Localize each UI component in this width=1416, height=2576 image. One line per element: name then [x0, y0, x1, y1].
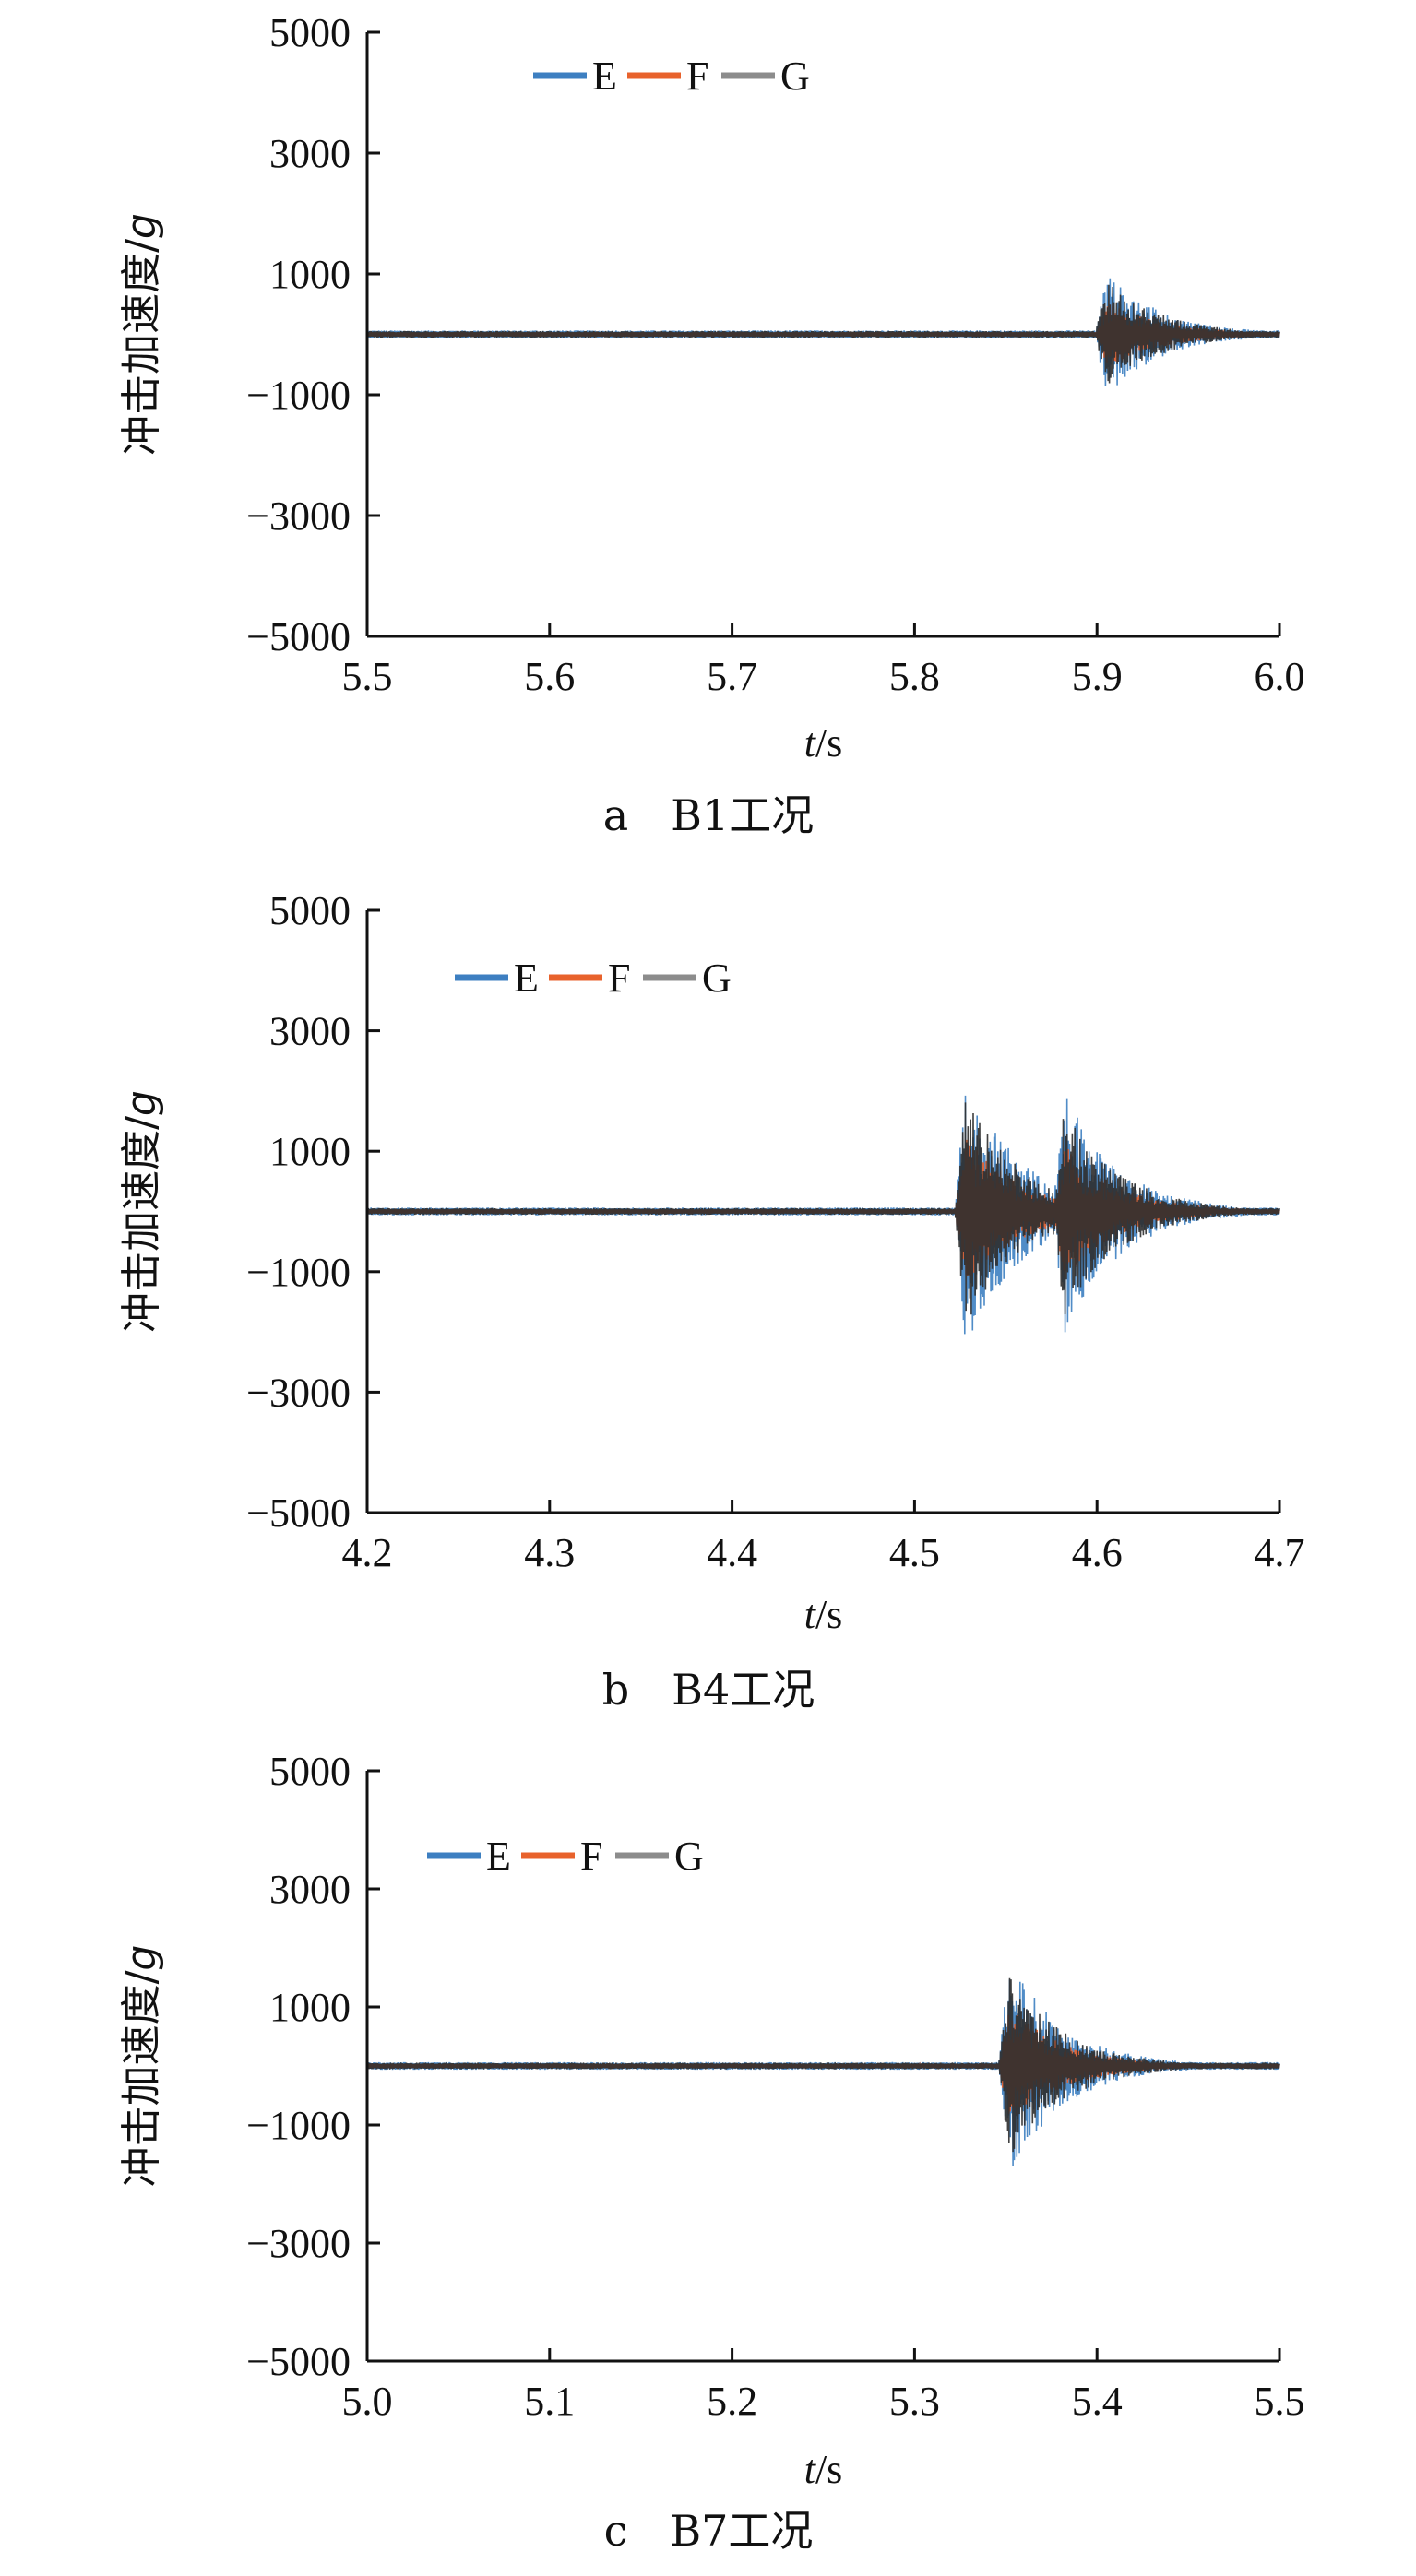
x-tick-label: 5.0: [342, 2379, 393, 2424]
y-tick-label: 5000: [269, 10, 351, 55]
y-tick-label: −1000: [246, 1250, 351, 1295]
y-tick-label: −3000: [246, 1370, 351, 1415]
y-tick-label: −3000: [246, 2221, 351, 2266]
x-tick-label: 4.7: [1255, 1530, 1305, 1575]
legend-label-E: E: [592, 53, 617, 99]
legend: E F G: [533, 53, 810, 99]
x-tick-label: 5.8: [889, 654, 940, 699]
x-tick-label: 4.5: [889, 1530, 940, 1575]
x-tick-label: 5.2: [707, 2379, 757, 2424]
panel-caption: a B1工况: [603, 790, 815, 840]
y-axis-title: 冲击加速度/g: [118, 213, 165, 456]
x-tick-label: 5.5: [1255, 2379, 1305, 2424]
y-tick-label: 5000: [269, 888, 351, 933]
series-line-G: [366, 1102, 1280, 1315]
x-tick-label: 5.1: [524, 2379, 575, 2424]
y-tick-label: −1000: [246, 373, 351, 418]
legend-label-G: G: [702, 956, 732, 1001]
x-tick-label: 5.4: [1072, 2379, 1123, 2424]
legend-label-E: E: [514, 956, 539, 1001]
x-tick-label: 4.3: [524, 1530, 575, 1575]
panel-caption: b B4工况: [602, 1665, 815, 1715]
y-tick-label: −5000: [246, 1490, 351, 1536]
legend-label-F: F: [580, 1834, 602, 1879]
panel-caption: c B7工况: [604, 2506, 814, 2556]
y-axis-title: 冲击加速度/g: [118, 1090, 165, 1333]
x-tick-label: 5.7: [707, 654, 757, 699]
series-line-G: [366, 284, 1280, 384]
x-tick-label: 4.6: [1072, 1530, 1123, 1575]
x-tick-label: 5.3: [889, 2379, 940, 2424]
legend-label-F: F: [608, 956, 630, 1001]
x-axis-title: t/s: [804, 2447, 843, 2492]
legend-label-G: G: [780, 53, 810, 99]
y-axis-title: 冲击加速度/g: [118, 1945, 165, 2188]
y-tick-label: −3000: [246, 493, 351, 539]
series-line-G: [366, 1977, 1280, 2153]
legend-label-G: G: [674, 1834, 704, 1879]
y-tick-label: −1000: [246, 2103, 351, 2148]
y-tick-label: 1000: [269, 1129, 351, 1174]
x-tick-label: 5.6: [524, 654, 575, 699]
y-tick-label: 5000: [269, 1749, 351, 1794]
y-tick-label: 3000: [269, 131, 351, 176]
x-tick-label: 6.0: [1255, 654, 1305, 699]
legend-label-E: E: [486, 1834, 511, 1879]
y-tick-label: 3000: [269, 1867, 351, 1912]
legend-label-F: F: [686, 53, 708, 99]
y-tick-label: −5000: [246, 614, 351, 659]
signal-traces: [366, 278, 1280, 387]
signal-traces: [366, 1977, 1280, 2166]
y-tick-label: 1000: [269, 252, 351, 297]
y-tick-label: −5000: [246, 2339, 351, 2384]
x-tick-label: 4.4: [707, 1530, 757, 1575]
x-axis-title: t/s: [804, 1592, 843, 1637]
x-tick-label: 4.2: [342, 1530, 393, 1575]
legend: E F G: [427, 1834, 704, 1879]
y-tick-label: 1000: [269, 1985, 351, 2030]
x-axis-title: t/s: [804, 720, 843, 766]
signal-traces: [366, 1095, 1280, 1335]
x-tick-label: 5.5: [342, 654, 393, 699]
y-tick-label: 3000: [269, 1009, 351, 1054]
legend: E F G: [455, 956, 732, 1001]
x-tick-label: 5.9: [1072, 654, 1123, 699]
